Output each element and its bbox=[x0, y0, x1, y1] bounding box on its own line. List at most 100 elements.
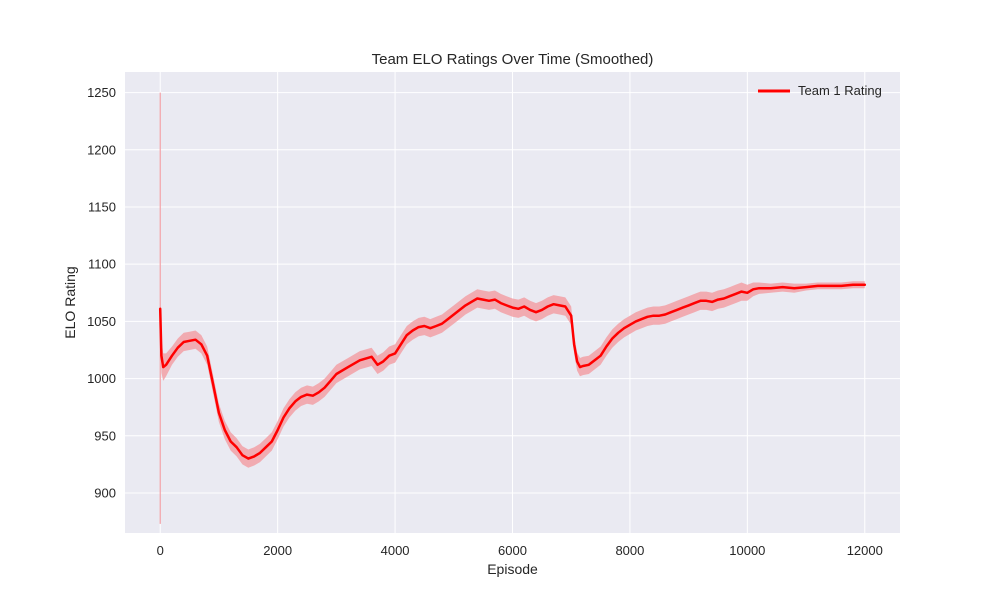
data-point bbox=[323, 386, 326, 389]
data-point bbox=[265, 446, 267, 449]
data-point bbox=[160, 354, 163, 357]
data-point bbox=[781, 286, 784, 288]
data-point bbox=[535, 311, 537, 314]
data-point bbox=[717, 298, 719, 301]
data-point bbox=[646, 316, 649, 318]
grid-lines bbox=[125, 72, 900, 533]
y-axis-label: ELO Rating bbox=[62, 266, 78, 338]
data-point bbox=[670, 311, 672, 314]
data-point bbox=[271, 440, 273, 443]
data-point bbox=[182, 341, 185, 343]
data-point bbox=[734, 293, 737, 295]
data-point bbox=[347, 366, 349, 368]
data-point bbox=[162, 366, 164, 368]
data-point bbox=[276, 429, 279, 431]
data-point bbox=[400, 343, 402, 346]
data-point bbox=[306, 393, 308, 396]
data-point bbox=[588, 364, 590, 366]
data-point bbox=[188, 340, 191, 342]
data-point bbox=[470, 301, 473, 303]
data-point bbox=[558, 304, 561, 307]
data-point bbox=[335, 373, 338, 375]
x-tick-labels: 0 2000 4000 6000 8000 10000 12000 bbox=[157, 543, 883, 558]
data-point bbox=[746, 292, 749, 294]
data-point bbox=[805, 286, 807, 288]
data-point bbox=[318, 391, 320, 394]
data-point bbox=[517, 308, 520, 310]
y-tick-label: 950 bbox=[94, 428, 116, 443]
data-point bbox=[218, 412, 220, 414]
x-tick-label: 12000 bbox=[847, 543, 883, 558]
data-point bbox=[394, 352, 396, 355]
data-point bbox=[817, 285, 819, 287]
data-point bbox=[579, 366, 581, 368]
data-point bbox=[194, 338, 197, 341]
data-point bbox=[494, 298, 496, 301]
y-tick-label: 1000 bbox=[87, 371, 116, 386]
data-point bbox=[564, 305, 567, 308]
data-point bbox=[840, 285, 843, 287]
data-point bbox=[388, 354, 391, 357]
data-point bbox=[852, 284, 854, 286]
data-point bbox=[693, 302, 696, 304]
y-tick-label: 1200 bbox=[87, 142, 116, 157]
data-point bbox=[165, 364, 167, 366]
data-point bbox=[212, 383, 214, 386]
data-point bbox=[429, 327, 432, 330]
data-point bbox=[793, 287, 796, 290]
data-point bbox=[570, 314, 572, 317]
data-point bbox=[740, 290, 743, 293]
y-tick-labels: 900 950 1000 1050 1100 1150 1200 1250 bbox=[87, 85, 116, 500]
data-point bbox=[617, 332, 619, 334]
data-point bbox=[611, 337, 614, 340]
y-tick-label: 900 bbox=[94, 485, 116, 500]
data-point bbox=[605, 345, 608, 348]
data-point bbox=[229, 440, 232, 443]
data-point bbox=[629, 324, 631, 326]
data-point bbox=[159, 308, 161, 310]
data-point bbox=[464, 304, 467, 307]
data-point bbox=[640, 318, 643, 320]
data-point bbox=[752, 288, 754, 291]
data-point bbox=[864, 284, 866, 286]
series-line-layer bbox=[158, 283, 867, 460]
data-point bbox=[171, 354, 173, 357]
data-point bbox=[488, 300, 490, 302]
x-tick-label: 4000 bbox=[381, 543, 410, 558]
data-point bbox=[682, 306, 684, 309]
data-point bbox=[529, 309, 531, 311]
data-point bbox=[359, 359, 361, 362]
data-point bbox=[500, 302, 502, 304]
data-point bbox=[770, 287, 772, 290]
data-point bbox=[546, 305, 549, 308]
data-point bbox=[382, 360, 385, 363]
data-point bbox=[224, 429, 226, 431]
x-tick-label: 8000 bbox=[615, 543, 644, 558]
data-point bbox=[582, 365, 584, 367]
data-point bbox=[758, 287, 760, 290]
legend-label-team-1: Team 1 Rating bbox=[798, 83, 882, 98]
data-point bbox=[635, 320, 637, 323]
data-point bbox=[552, 303, 555, 306]
data-point bbox=[417, 326, 420, 328]
legend: Team 1 Rating bbox=[758, 83, 882, 98]
data-point bbox=[282, 416, 285, 419]
data-point bbox=[177, 346, 179, 349]
x-axis-label: Episode bbox=[487, 561, 538, 577]
data-point bbox=[676, 309, 678, 311]
data-point bbox=[505, 304, 508, 307]
data-point bbox=[441, 322, 443, 325]
data-point bbox=[728, 295, 731, 298]
data-point bbox=[259, 452, 261, 454]
y-tick-label: 1050 bbox=[87, 314, 116, 329]
chart-title: Team ELO Ratings Over Time (Smoothed) bbox=[372, 51, 654, 68]
data-point bbox=[599, 354, 602, 357]
y-tick-label: 1100 bbox=[88, 257, 116, 272]
data-point bbox=[253, 455, 255, 458]
data-point bbox=[200, 343, 203, 346]
data-point bbox=[664, 313, 666, 316]
data-point bbox=[453, 313, 455, 316]
data-point bbox=[541, 309, 543, 311]
data-point bbox=[435, 325, 438, 327]
